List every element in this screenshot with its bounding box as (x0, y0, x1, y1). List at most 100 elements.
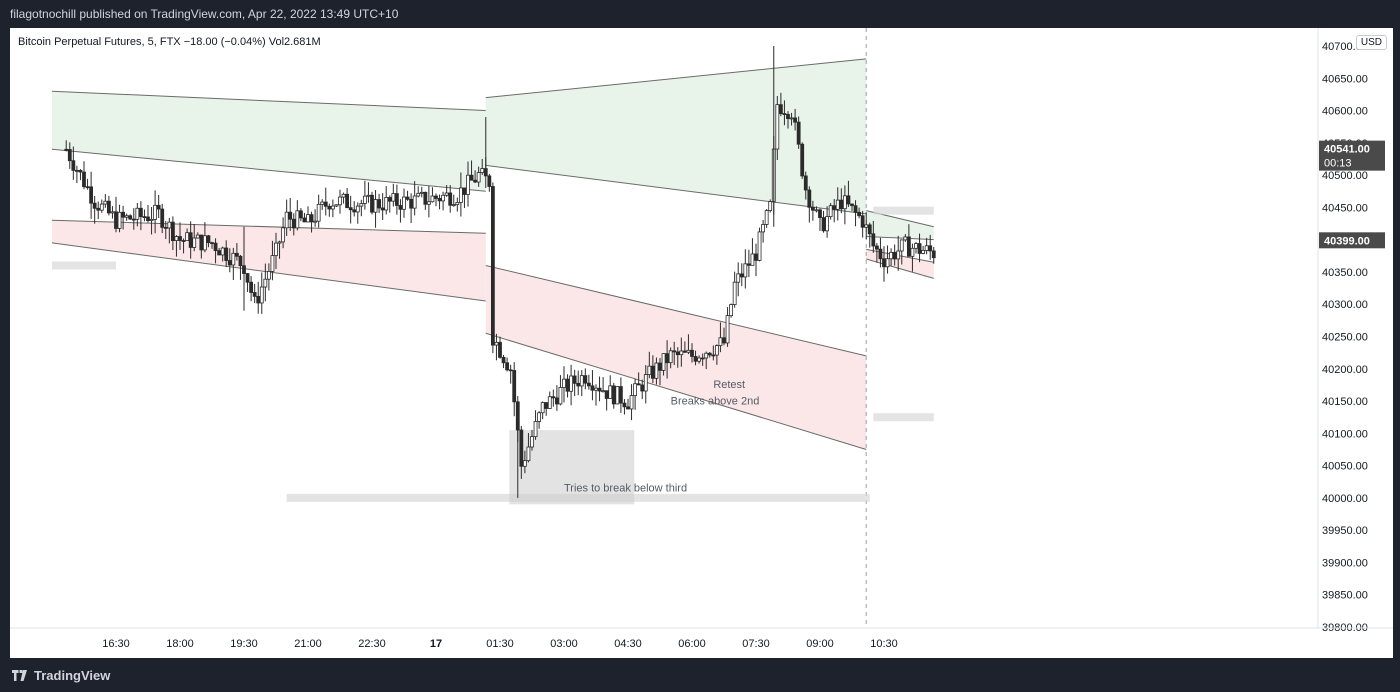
candle-body (796, 121, 801, 145)
candle-body (185, 232, 190, 242)
candle-body (352, 209, 357, 213)
candle-body (586, 382, 591, 387)
candle-body (387, 197, 392, 202)
candle-body (473, 179, 478, 183)
candle-body (522, 460, 527, 467)
tradingview-logo[interactable]: TradingView (12, 668, 110, 683)
candle-body (633, 383, 638, 396)
candle-body (828, 205, 833, 218)
candle-body (82, 171, 86, 188)
annotation-label: Tries to break below third (564, 482, 687, 494)
currency-button[interactable]: USD (1355, 35, 1387, 50)
candle-body (99, 203, 104, 211)
candle-body (896, 250, 901, 260)
level-zone (52, 261, 116, 270)
candle-body (135, 207, 140, 220)
band-line-top (51, 90, 486, 112)
band-session1_lower (52, 220, 486, 301)
candle-body (892, 251, 897, 260)
band-session2_lower (485, 265, 867, 450)
y-tick-label: 40000.00 (1322, 493, 1368, 505)
candle-body (89, 186, 94, 204)
candle-body (540, 402, 545, 414)
x-tick-label: 06:00 (678, 638, 706, 650)
candle-body (252, 292, 257, 297)
candle-body (245, 273, 250, 283)
y-tick-label: 40200.00 (1322, 364, 1368, 376)
candle-body (224, 247, 229, 261)
candle-body (103, 200, 108, 205)
candle-body (750, 253, 755, 266)
candle-body (647, 365, 652, 375)
candle-body (434, 195, 438, 199)
price-chart[interactable]: Retest Breaks above 2nd Tries to break bel… (10, 28, 1393, 658)
y-tick-label: 40300.00 (1322, 299, 1368, 311)
candle-body (583, 375, 588, 384)
candle-body (234, 252, 239, 257)
candle-body (106, 200, 111, 214)
price-badge-countdown: 00:13 (1324, 158, 1352, 170)
candle-body (78, 169, 83, 173)
candle-body (899, 239, 904, 252)
x-tick-label: 17 (430, 638, 442, 650)
candle-body (85, 186, 90, 189)
candle-body (910, 247, 915, 257)
candle-body (494, 341, 499, 346)
band-line-bottom (485, 164, 867, 215)
candle-body (914, 243, 918, 249)
candle-body (679, 350, 684, 356)
candle-body (512, 370, 517, 403)
candle-body (74, 169, 79, 172)
candle-body (359, 203, 364, 207)
tradingview-brand: TradingView (34, 668, 111, 683)
candle-body (263, 278, 268, 288)
candle-body (373, 199, 378, 213)
candle-body (917, 243, 922, 254)
candle-body (466, 174, 470, 195)
candle-body (384, 197, 389, 211)
candle-body (693, 356, 698, 362)
candle-body (864, 224, 869, 228)
candle-body (131, 218, 136, 221)
candle-body (807, 189, 812, 208)
candle-body (192, 237, 197, 248)
candle-body (355, 205, 360, 213)
candle-body (601, 390, 606, 393)
candle-body (714, 345, 719, 356)
candle-layer (64, 46, 936, 498)
candle-body (814, 209, 819, 212)
candle-body (423, 191, 428, 205)
candle-body (394, 193, 399, 206)
candle-body (558, 387, 563, 405)
candle-body (345, 193, 350, 209)
y-tick-label: 40100.00 (1322, 428, 1368, 440)
candle-body (441, 194, 446, 202)
level-layer (52, 206, 934, 505)
chart-area[interactable]: Retest Breaks above 2nd Tries to break bel… (10, 28, 1393, 658)
price-badge-label: 40399.00 (1324, 235, 1370, 247)
candle-body (821, 217, 826, 232)
candle-body (572, 375, 577, 384)
candle-body (768, 201, 773, 211)
y-tick-label: 40150.00 (1322, 396, 1368, 408)
candle-body (195, 234, 200, 239)
candle-body (266, 271, 271, 280)
candle-body (519, 429, 524, 467)
candle-body (469, 174, 474, 181)
candle-body (889, 251, 893, 260)
candle-body (455, 202, 460, 206)
candle-body (480, 168, 485, 173)
candle-body (729, 304, 734, 317)
candle-body (611, 385, 616, 405)
candle-body (533, 421, 538, 438)
band-layer (51, 28, 934, 628)
axis-layer: 39800.0039850.0039900.0039950.0040000.00… (10, 28, 1393, 650)
candle-body (121, 211, 126, 218)
candle-body (96, 207, 101, 211)
candle-body (786, 114, 790, 119)
candle-body (302, 217, 307, 223)
candle-body (658, 362, 662, 371)
candle-body (291, 218, 296, 229)
candle-body (416, 192, 421, 197)
candle-body (391, 193, 396, 202)
